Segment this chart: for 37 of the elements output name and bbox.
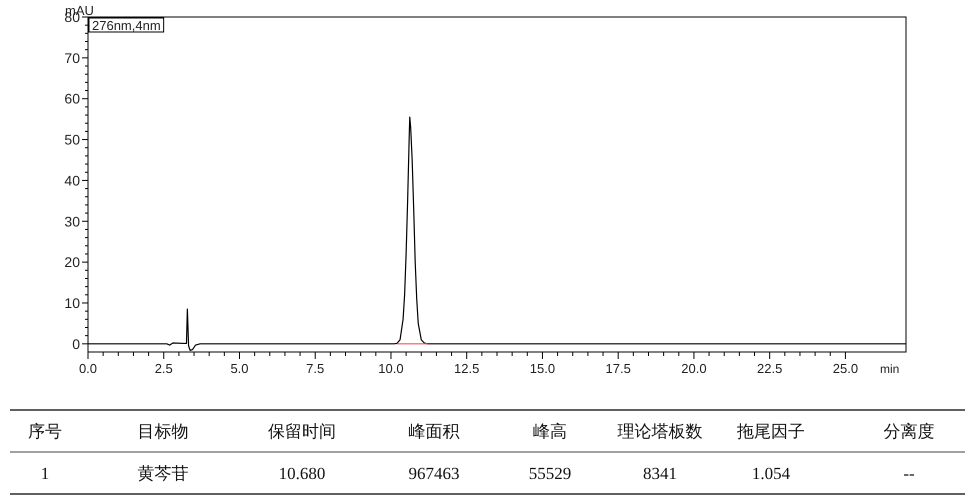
y-tick-label: 0 bbox=[72, 336, 80, 352]
y-tick-label: 70 bbox=[64, 50, 80, 66]
text: 目标物 bbox=[138, 422, 188, 441]
x-tick-label: 5.0 bbox=[230, 361, 249, 376]
x-axis-title: min bbox=[880, 362, 900, 376]
text: 保留时间 bbox=[268, 422, 336, 441]
y-tick-label: 50 bbox=[64, 132, 80, 148]
y-tick-label: 10 bbox=[64, 294, 80, 311]
text: 理论塔板数 bbox=[618, 422, 702, 441]
text: 拖尾因子 bbox=[736, 422, 805, 441]
text: 55529 bbox=[528, 464, 572, 483]
x-tick-label: 7.5 bbox=[306, 361, 324, 376]
y-tick-label: 60 bbox=[64, 90, 80, 107]
text: 1.054 bbox=[752, 464, 791, 483]
text: 黄芩苷 bbox=[138, 464, 188, 483]
text: 序号 bbox=[28, 422, 62, 441]
text: 967463 bbox=[408, 464, 460, 483]
text: 1 bbox=[40, 464, 50, 483]
x-tick-label: 15.0 bbox=[530, 361, 556, 376]
x-tick-label: 20.0 bbox=[681, 361, 707, 376]
x-tick-label: 10.0 bbox=[378, 361, 404, 376]
x-tick-label: 25.0 bbox=[832, 361, 858, 376]
y-tick-label: 20 bbox=[64, 254, 80, 270]
text: 峰高 bbox=[533, 422, 567, 441]
x-tick-label: 0.0 bbox=[78, 361, 98, 376]
x-tick-label: 17.5 bbox=[606, 361, 631, 376]
legend-label: 276nm,4nm bbox=[92, 18, 161, 33]
text: 8341 bbox=[643, 464, 677, 483]
text: 峰面积 bbox=[408, 422, 460, 441]
y-tick-label: 40 bbox=[64, 172, 80, 188]
text: 10.680 bbox=[278, 464, 326, 483]
x-tick-label: 22.5 bbox=[757, 361, 782, 376]
text: 分离度 bbox=[884, 422, 934, 441]
x-tick-label: 2.5 bbox=[154, 361, 173, 376]
text: -- bbox=[903, 464, 915, 483]
y-tick-label: 30 bbox=[64, 213, 80, 230]
x-tick-label: 12.5 bbox=[454, 361, 480, 376]
